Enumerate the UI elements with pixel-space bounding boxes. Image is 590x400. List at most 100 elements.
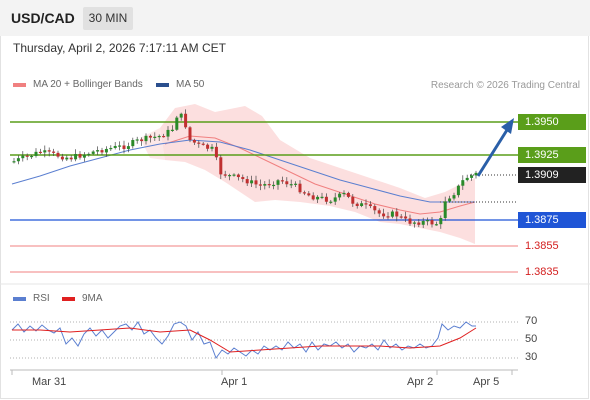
candle-body: [338, 193, 342, 198]
ma20-line: [164, 135, 476, 215]
candle-body: [78, 153, 82, 158]
candle-body: [377, 210, 381, 214]
legend-bollinger-swatch: [13, 82, 26, 87]
candle-body: [386, 216, 390, 218]
x-label-mar31: Mar 31: [32, 376, 67, 388]
candle-body: [232, 174, 236, 176]
candle-body: [118, 145, 122, 147]
candle-body: [236, 174, 240, 178]
candle-body: [179, 113, 183, 118]
candle-body: [126, 146, 130, 149]
candle-body: [465, 177, 469, 181]
candle-body: [421, 221, 425, 225]
candle-body: [65, 157, 69, 160]
candle-body: [285, 181, 289, 185]
candle-body: [228, 175, 232, 177]
candle-body: [175, 117, 179, 130]
candle-body: [430, 220, 434, 225]
candle-body: [417, 222, 421, 225]
candle-body: [461, 180, 465, 186]
legend-ma50-label: MA 50: [176, 79, 205, 90]
candle-body: [399, 216, 403, 218]
candle-body: [280, 180, 284, 182]
symbol-title: USD/CAD: [11, 10, 75, 26]
candle-body: [474, 172, 478, 176]
candle-body: [448, 198, 452, 202]
candle-body: [311, 195, 315, 200]
candle-body: [104, 148, 108, 153]
rsi-tick-70: 70: [525, 315, 538, 327]
candle-body: [87, 153, 91, 156]
rsi-tick-30: 30: [525, 351, 538, 363]
candle-body: [254, 180, 258, 185]
candle-body: [351, 196, 355, 204]
candle-body: [408, 218, 412, 224]
candle-body: [69, 157, 73, 160]
candle-body: [395, 211, 399, 217]
candle-body: [346, 192, 350, 197]
rsi-ma-line: [12, 327, 477, 353]
candle-body: [289, 184, 293, 186]
candle-body: [382, 213, 386, 217]
rsi-legend-rsi-swatch: [13, 296, 26, 301]
candle-body: [25, 155, 29, 157]
candle-body: [166, 129, 170, 137]
rsi-legend-ma: 9MA: [62, 293, 103, 304]
candle-body: [316, 196, 320, 200]
candle-body: [214, 146, 218, 158]
candle-body: [170, 129, 174, 131]
candle-body: [298, 183, 302, 193]
candle-body: [302, 192, 306, 194]
candle-body: [16, 158, 20, 162]
candle-body: [122, 145, 126, 149]
candle-body: [12, 161, 16, 163]
candle-body: [52, 151, 56, 153]
legend-ma50-swatch: [156, 82, 169, 87]
price-label-1-3875: 1.3875: [518, 212, 586, 228]
candle-body: [320, 196, 324, 198]
candle-body: [364, 203, 368, 205]
candle-body: [276, 180, 280, 185]
candle-body: [456, 185, 460, 196]
legend-ma50: MA 50: [156, 79, 204, 90]
candle-body: [263, 184, 267, 186]
candle-body: [452, 195, 456, 199]
candle-body: [109, 147, 113, 150]
timeframe-badge[interactable]: 30 MIN: [83, 7, 133, 30]
candle-body: [135, 139, 139, 141]
price-label-1-3855: 1.3855: [525, 240, 559, 252]
chart-header: USD/CAD 30 MIN: [0, 0, 590, 36]
candle-body: [188, 127, 192, 140]
candle-body: [30, 155, 34, 158]
candle-body: [342, 192, 346, 195]
candle-body: [219, 157, 223, 175]
candle-body: [443, 201, 447, 219]
rsi-tick-50: 50: [525, 333, 538, 345]
candle-body: [258, 184, 262, 186]
candle-body: [250, 180, 254, 184]
x-label-apr5: Apr 5: [473, 376, 500, 388]
candle-body: [47, 150, 51, 152]
x-label-apr2: Apr 2: [407, 376, 434, 388]
candlesticks: [12, 109, 478, 229]
rsi-legend-rsi: RSI: [13, 293, 50, 304]
candle-body: [368, 204, 372, 207]
candle-body: [162, 135, 166, 138]
candle-body: [426, 220, 430, 222]
candle-body: [324, 196, 328, 202]
candle-body: [113, 145, 117, 148]
candle-body: [329, 201, 333, 203]
candle-body: [96, 150, 100, 152]
candle-body: [153, 136, 157, 138]
candle-body: [60, 156, 64, 160]
price-label-1-3950: 1.3950: [518, 114, 586, 130]
candle-body: [404, 216, 408, 219]
rsi-legend-ma-swatch: [62, 296, 75, 301]
candle-body: [223, 174, 227, 176]
forecast-arrow-head: [501, 118, 514, 134]
candle-body: [333, 197, 337, 202]
candle-body: [91, 151, 95, 154]
candle-body: [131, 140, 135, 147]
candle-body: [34, 151, 38, 156]
